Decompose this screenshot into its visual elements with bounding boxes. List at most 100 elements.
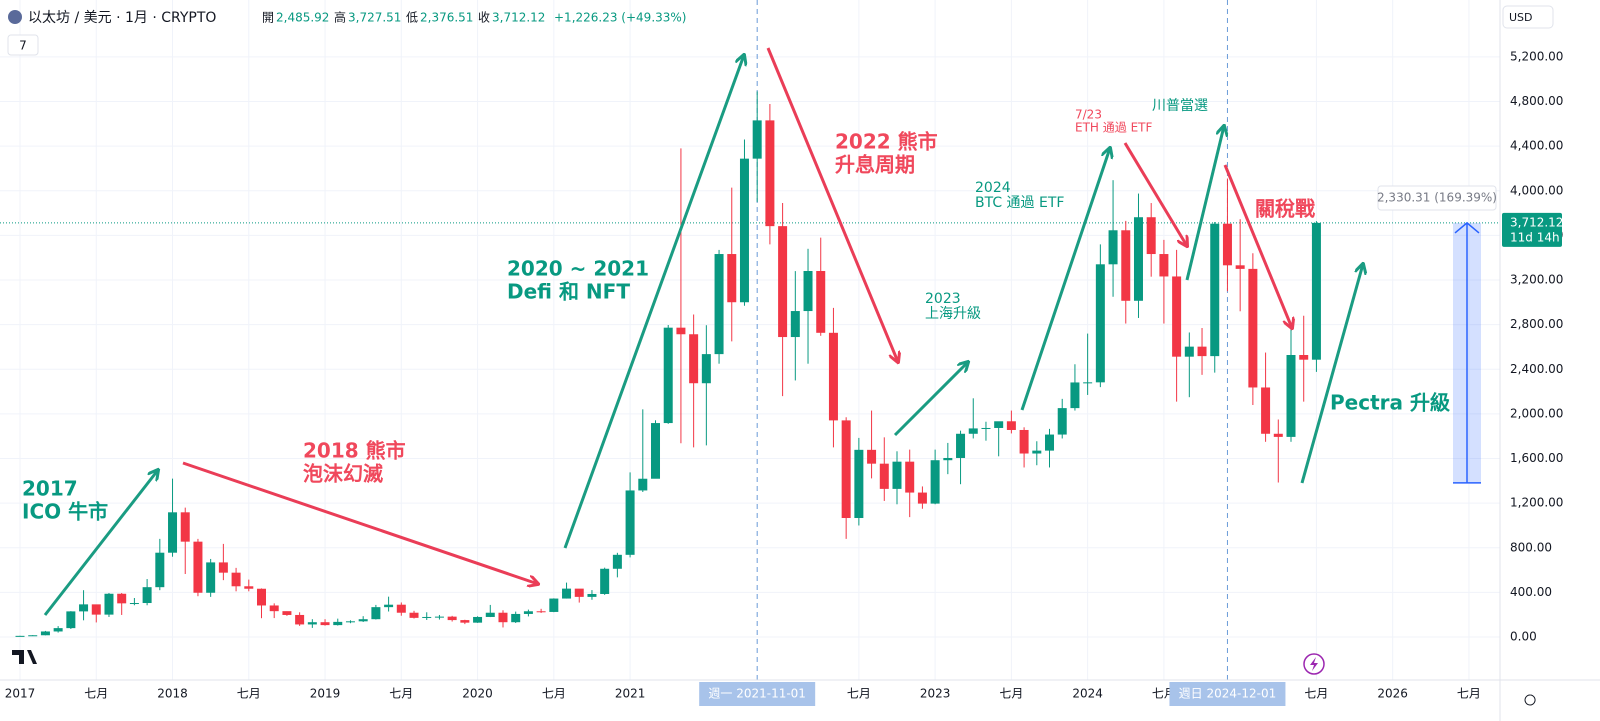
crosshair-label-bg [1169,682,1286,706]
y-tick-label: 3,200.00 [1510,273,1563,287]
candle-body [434,616,444,618]
ohlc-label: 收 [478,11,490,25]
candle-body [752,120,762,159]
annotation: ICO 牛市 [22,500,108,524]
candle-body [638,478,648,491]
candle-body [879,463,889,489]
candle-body [701,354,711,384]
y-tick-label: 2,400.00 [1510,362,1563,376]
candle-body [15,635,25,637]
candle-body [231,572,241,587]
candle-body [600,568,610,594]
candle-body [727,254,737,303]
x-tick-label: 2020 [462,687,493,701]
candle-body [1210,223,1220,357]
candle-body [803,270,813,312]
candle-body [180,512,190,542]
candle-body [396,604,406,613]
candle-body [447,616,457,621]
y-tick-label: 5,200.00 [1510,49,1563,63]
arrow [766,47,898,362]
arrow [1223,164,1292,328]
candle-body [612,554,622,569]
annotation: 上海升級 [925,306,981,322]
annotation: 升息周期 [835,153,915,177]
measure-label: 2,330.31 (169.39%) [1377,191,1497,205]
annotation: 2022 熊市 [835,130,938,154]
candle-body [218,562,228,573]
settings-icon[interactable] [1524,694,1536,706]
candle-body [816,270,826,333]
indicator-toggle[interactable] [7,34,39,56]
candle-body [1159,254,1169,277]
candle-body [841,420,851,519]
candle-body [1172,276,1182,357]
candle-body [1057,408,1067,435]
candle-body [651,423,661,479]
symbol: 以太坊 / 美元 · 1月 · CRYPTO [28,10,216,26]
candle-body [117,593,127,604]
ohlc-value: 3,727.51 [348,11,401,25]
annotation: 泡沫幻滅 [303,462,383,486]
arrow [1300,264,1363,484]
x-tick-label: 七月 [84,687,108,701]
ohlc-value: 2,376.51 [420,11,473,25]
candle-body [574,588,584,597]
x-tick-label: 七月 [237,687,261,701]
arrow [182,461,538,584]
y-tick-label: 2,800.00 [1510,317,1563,331]
change: +1,226.23 (+49.33%) [554,11,686,25]
ohlc-value: 3,712.12 [492,11,545,25]
candle-body [892,461,902,489]
y-tick-label: 2,000.00 [1510,406,1563,420]
candle-body [689,334,699,384]
candle-body [53,628,63,632]
candle-body [739,158,749,303]
candle-body [1108,230,1118,265]
candle-body [511,613,521,623]
candle-body [269,605,279,612]
y-tick-label: 1,600.00 [1510,451,1563,465]
candle-body [828,332,838,421]
measure-label-bg [1377,185,1497,211]
annotation: 2018 熊市 [303,439,406,463]
y-tick-label: 1,200.00 [1510,496,1563,510]
candle-body [295,614,305,625]
last-price-bg [1502,212,1562,247]
ohlc-label: 開 [262,11,274,25]
candle-body [1045,434,1055,451]
candle-body [307,622,317,625]
annotation: 川普當選 [1152,98,1208,114]
crosshair-label: 週一 2021-11-01 [708,687,806,701]
candle-body [1146,217,1156,255]
candle-body [905,461,915,493]
annotation: 2024 [975,180,1011,196]
candle-body [1070,382,1080,409]
candle-body [1261,387,1271,434]
candle-body [562,588,572,599]
ohlc-value: 2,485.92 [276,11,329,25]
indicator-count: 7 [19,39,27,53]
legend: 以太坊 / 美元 · 1月 · CRYPTO 7 USD 開 2,485.92 高 3… [7,5,1554,56]
candle-body [663,327,673,424]
annotation: BTC 通過 ETF [975,195,1064,211]
candle-body [28,635,38,637]
last-price: 3,712.12 [1510,215,1563,229]
candle-body [854,449,864,519]
candle-body [1184,346,1194,357]
candle-body [1311,222,1321,360]
x-tick-label: 2023 [920,687,951,701]
candle-body [66,611,76,629]
candle-body [485,612,495,617]
candle-body [129,603,139,605]
arrow [43,470,158,616]
candle-body [956,433,966,458]
candle-body [930,460,940,504]
candle-body [676,327,686,335]
candle-body [345,621,355,623]
currency-button[interactable] [1502,5,1554,29]
candle-body [943,457,953,461]
x-tick-label: 2024 [1072,687,1103,701]
candle-body [206,562,216,593]
